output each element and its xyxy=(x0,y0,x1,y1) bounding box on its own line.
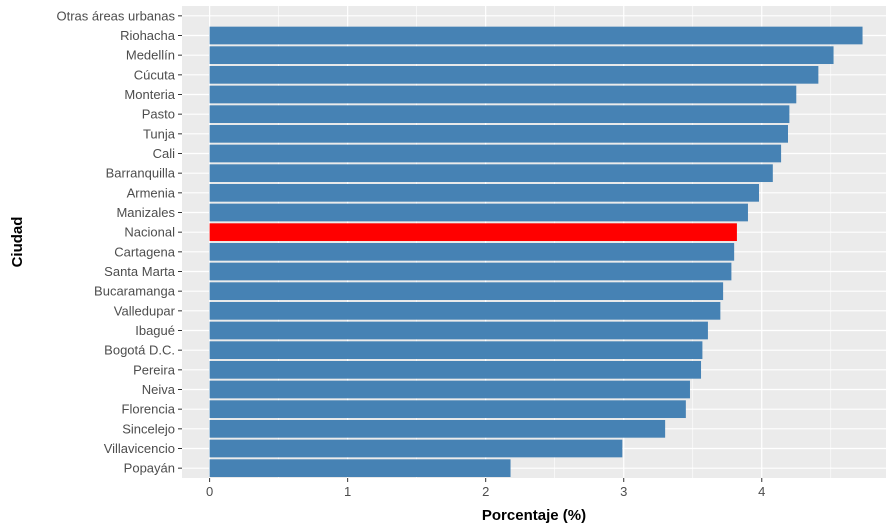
x-tick-label: 2 xyxy=(482,484,489,499)
y-tick-label: Nacional xyxy=(124,225,175,240)
bar xyxy=(209,105,790,124)
y-tick-label: Bucaramanga xyxy=(94,284,176,299)
y-tick-label: Pasto xyxy=(142,107,175,122)
bar xyxy=(209,321,708,340)
y-tick-label: Santa Marta xyxy=(104,264,176,279)
y-tick-label: Neiva xyxy=(142,382,176,397)
y-tick-label: Valledupar xyxy=(114,303,176,318)
y-tick-label: Armenia xyxy=(127,185,176,200)
bar xyxy=(209,419,666,438)
bar xyxy=(209,400,686,419)
x-axis-ticks: 0 1 2 3 4 xyxy=(206,478,765,499)
bar xyxy=(209,85,797,104)
bar-highlight xyxy=(209,223,737,242)
y-tick-label: Riohacha xyxy=(120,28,176,43)
y-tick-label: Florencia xyxy=(122,402,176,417)
bar xyxy=(209,46,834,65)
bar xyxy=(209,301,721,320)
bar xyxy=(209,65,819,84)
y-tick-label: Cúcuta xyxy=(134,67,176,82)
y-tick-label: Cartagena xyxy=(114,244,175,259)
x-tick-label: 0 xyxy=(206,484,213,499)
x-axis-title: Porcentaje (%) xyxy=(482,507,586,524)
bar xyxy=(209,124,788,143)
y-tick-label: Medellín xyxy=(126,48,175,63)
bar xyxy=(209,380,690,399)
x-tick-label: 1 xyxy=(344,484,351,499)
bar xyxy=(209,360,702,379)
y-tick-label: Otras áreas urbanas xyxy=(56,8,175,23)
y-tick-label: Barranquilla xyxy=(106,166,176,181)
y-axis-ticks: Otras áreas urbanas Riohacha Medellín Cúcut… xyxy=(56,8,182,476)
x-tick-label: 3 xyxy=(620,484,627,499)
y-axis-title: Ciudad xyxy=(9,217,26,268)
y-tick-label: Bogotá D.C. xyxy=(104,343,175,358)
y-tick-label: Ibagué xyxy=(135,323,175,338)
y-tick-label: Tunja xyxy=(143,126,176,141)
bar xyxy=(209,242,735,261)
bar xyxy=(209,459,511,478)
y-tick-label: Manizales xyxy=(116,205,175,220)
bar xyxy=(209,26,863,45)
bar xyxy=(209,341,703,360)
plot-panel xyxy=(182,6,886,478)
y-tick-label: Cali xyxy=(153,146,176,161)
y-tick-label: Popayán xyxy=(124,461,175,476)
bar xyxy=(209,164,773,183)
bar xyxy=(209,282,724,301)
bar xyxy=(209,262,732,281)
y-tick-label: Villavicencio xyxy=(104,441,175,456)
y-tick-label: Pereira xyxy=(133,362,176,377)
x-tick-label: 4 xyxy=(758,484,765,499)
bar xyxy=(209,203,748,222)
bar xyxy=(209,144,782,163)
bars xyxy=(209,26,863,478)
bar xyxy=(209,183,760,202)
bar xyxy=(209,439,623,458)
y-tick-label: Sincelejo xyxy=(122,421,175,436)
y-tick-label: Monteria xyxy=(124,87,175,102)
minor-gridlines xyxy=(278,6,832,478)
